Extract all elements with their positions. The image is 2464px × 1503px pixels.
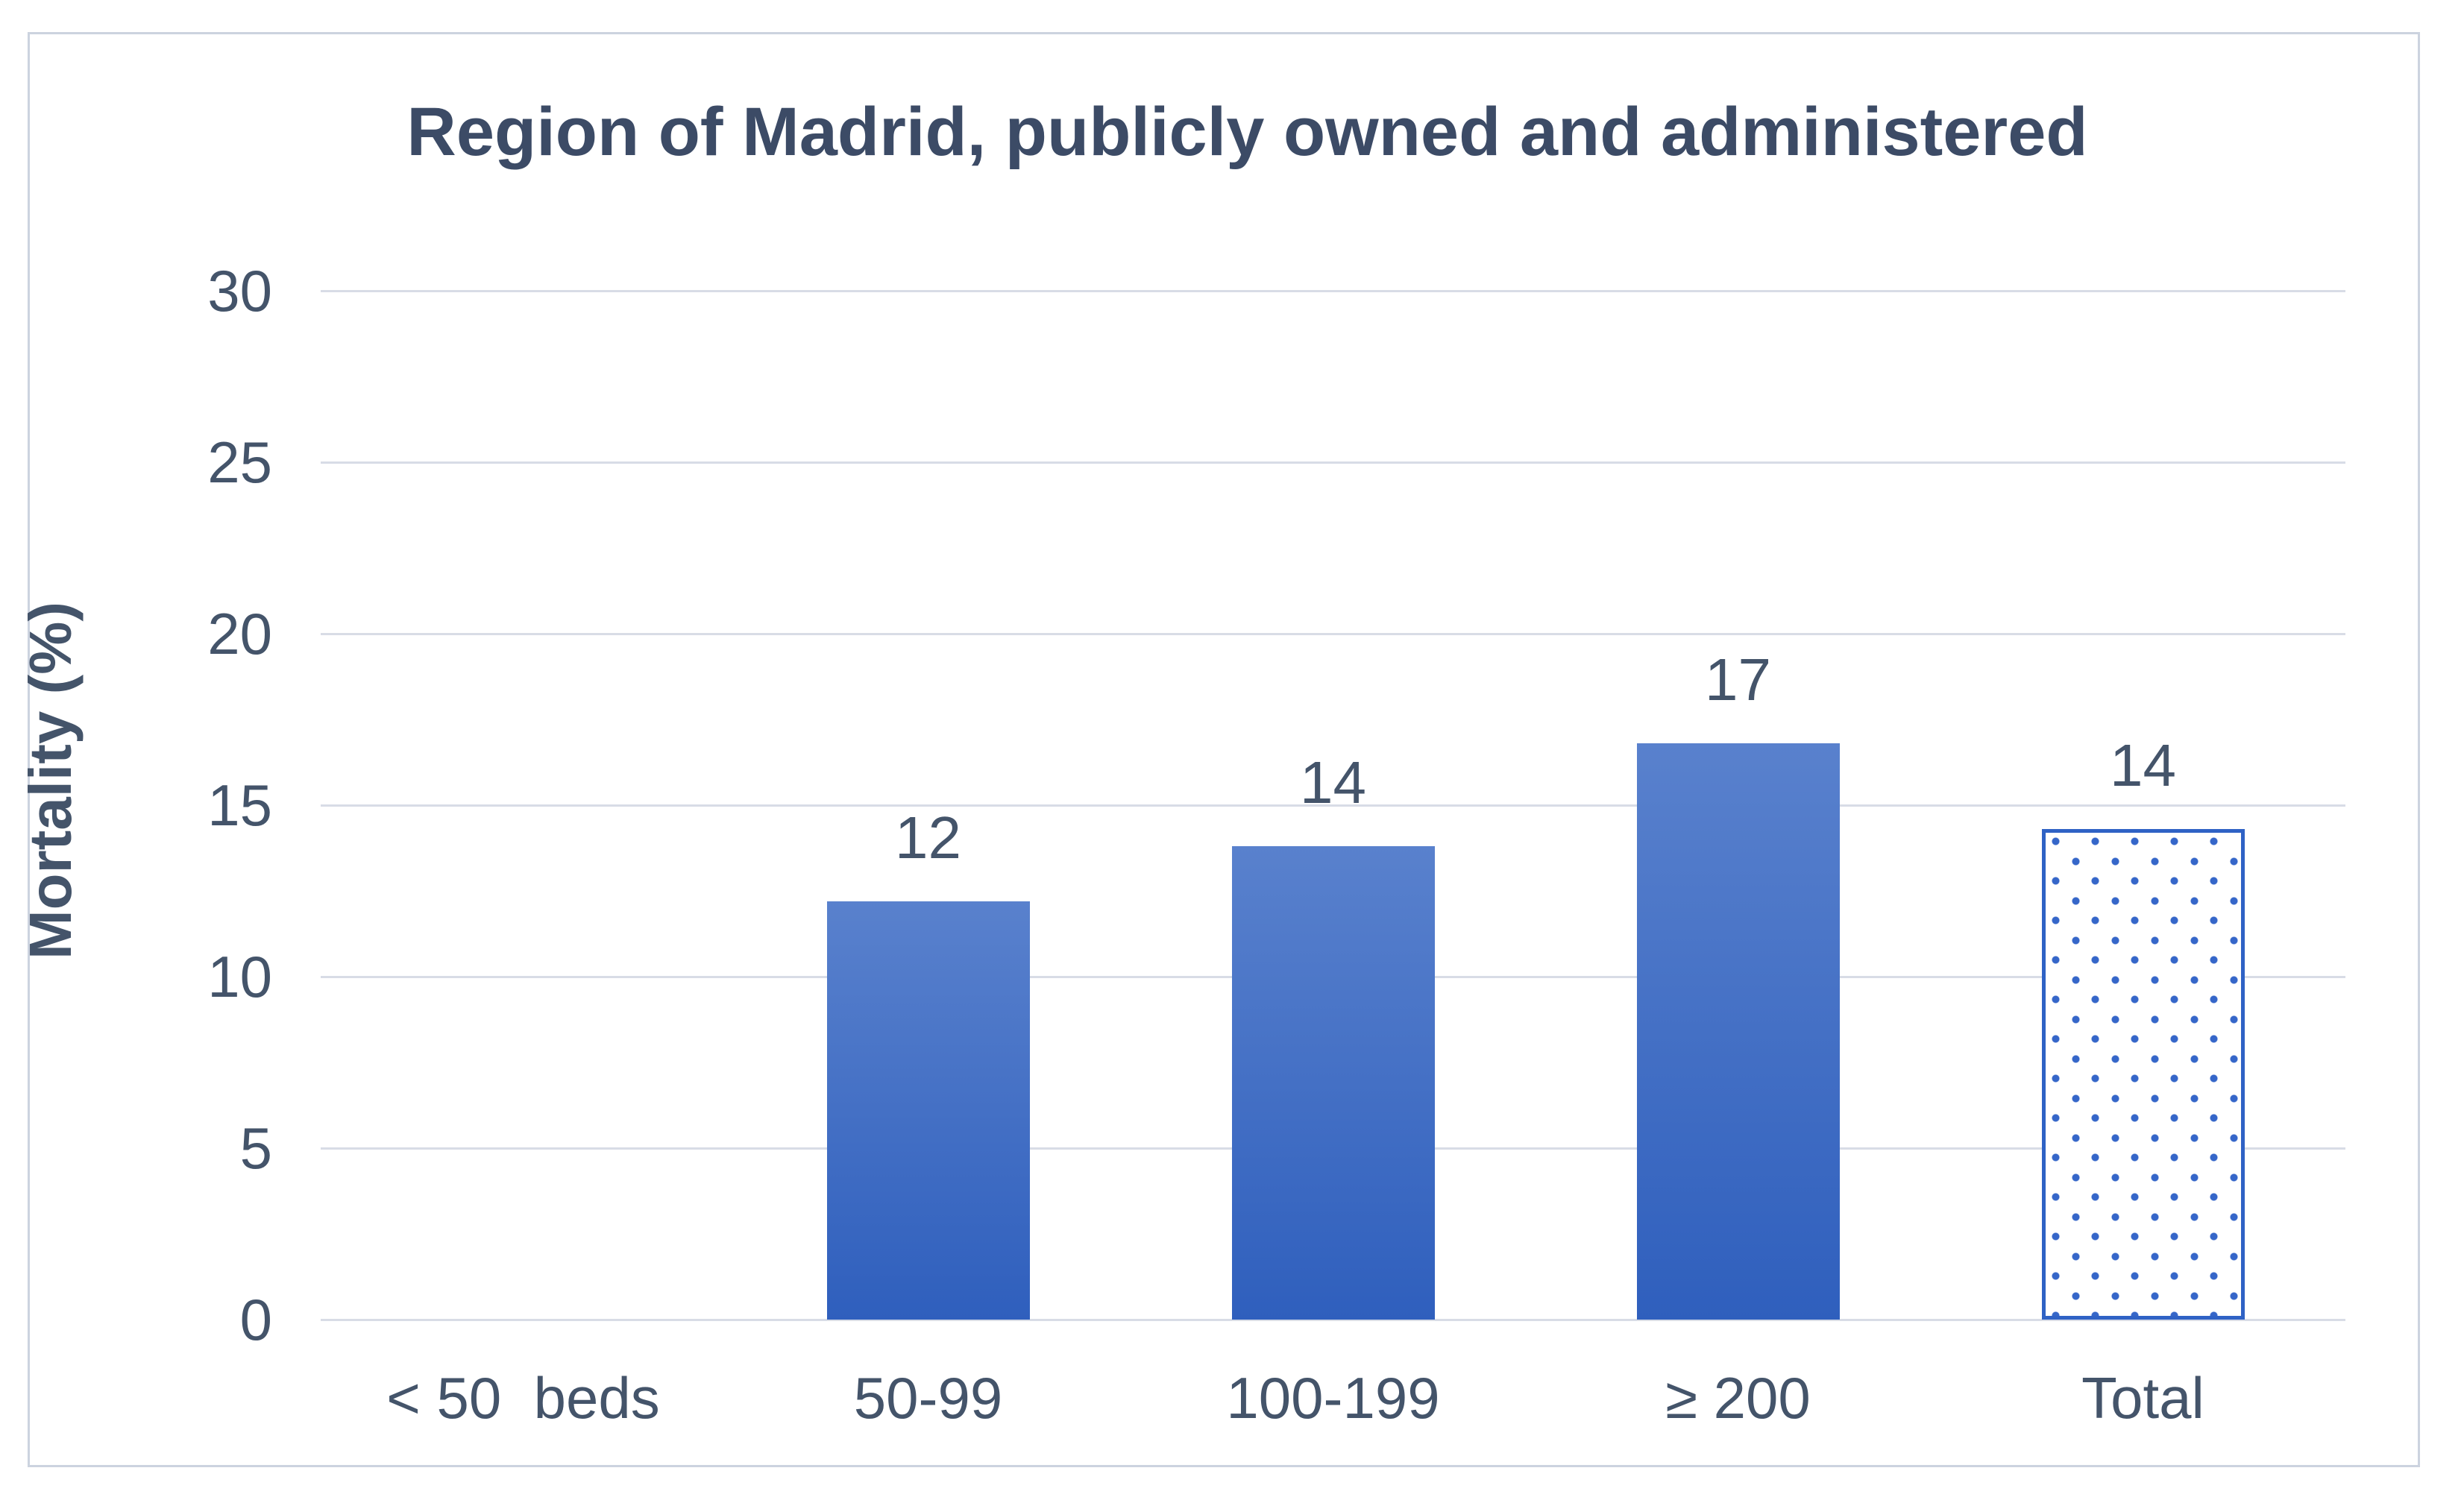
bar (1231, 846, 1435, 1320)
y-tick-label: 10 (207, 944, 272, 1009)
data-label: 14 (2110, 732, 2176, 799)
gridline (321, 1318, 2345, 1321)
x-category-label: ≥ 200 (1665, 1365, 1811, 1431)
y-tick-label: 20 (207, 601, 272, 667)
y-tick-label: 15 (207, 772, 272, 838)
bar (826, 901, 1030, 1320)
chart-title: Region of Madrid, publicly owned and adm… (406, 94, 2088, 170)
y-tick-label: 25 (207, 429, 272, 495)
x-category-label: 100-199 (1226, 1365, 1440, 1431)
gridline (321, 804, 2345, 807)
x-category-label: 50-99 (853, 1365, 1003, 1431)
data-label: 14 (1300, 749, 1366, 816)
bar (1636, 743, 1840, 1320)
x-category-label: < 50 beds (386, 1365, 660, 1431)
bar-total-patterned (2041, 829, 2245, 1320)
y-tick-label: 5 (239, 1115, 272, 1181)
chart-frame (28, 32, 2420, 1467)
gridline (321, 461, 2345, 464)
data-label: 17 (1705, 646, 1771, 713)
y-tick-label: 0 (239, 1287, 272, 1352)
gridline (321, 632, 2345, 635)
gridline (321, 289, 2345, 292)
x-category-label: Total (2081, 1365, 2204, 1431)
y-tick-label: 30 (207, 258, 272, 324)
data-label: 12 (895, 804, 961, 871)
